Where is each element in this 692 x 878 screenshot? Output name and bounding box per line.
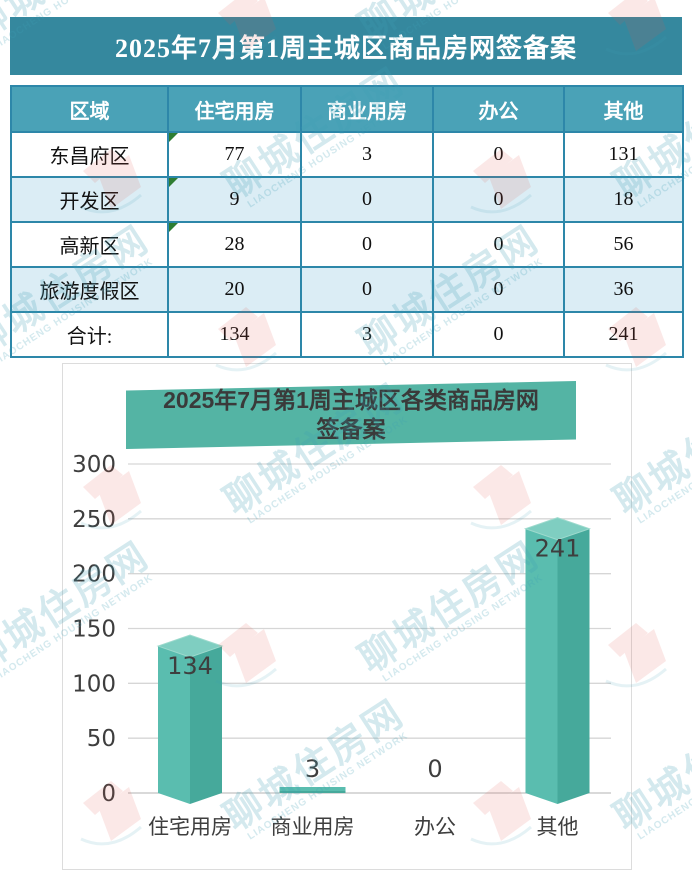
header-other: 其他 (563, 85, 684, 133)
value-cell: 3 (300, 131, 434, 178)
value-label: 3 (305, 755, 320, 783)
table-row: 东昌府区 77 3 0 131 (10, 131, 684, 178)
header-commercial: 商业用房 (300, 85, 434, 133)
region-cell: 高新区 (10, 221, 169, 268)
chart-title: 2025年7月第1周主城区各类商品房网签备案 (163, 387, 539, 442)
category-label: 办公 (414, 815, 456, 839)
category-label: 其他 (537, 815, 579, 839)
bar-right-face (190, 646, 222, 804)
region-cell: 旅游度假区 (10, 266, 169, 313)
category-label: 住宅用房 (148, 815, 232, 839)
value-cell: 0 (300, 266, 434, 313)
value-cell: 241 (563, 311, 684, 358)
bar-left-face (158, 646, 190, 804)
table-title: 2025年7月第1周主城区商品房网签备案 (10, 17, 682, 75)
value-cell: 0 (300, 176, 434, 223)
value-cell: 131 (563, 131, 684, 178)
value-cell: 3 (300, 311, 434, 358)
region-cell: 合计: (10, 311, 169, 358)
header-office: 办公 (432, 85, 565, 133)
y-tick-label: 200 (72, 562, 116, 588)
region-cell: 东昌府区 (10, 131, 169, 178)
chart-title-banner: 2025年7月第1周主城区各类商品房网签备案 (126, 381, 576, 449)
y-tick-label: 250 (72, 507, 116, 533)
y-tick-label: 0 (101, 781, 116, 807)
data-table: 区域 住宅用房 商业用房 办公 其他 东昌府区 77 3 0 131 开发区 9 (10, 85, 684, 358)
table-row: 旅游度假区 20 0 0 36 (10, 266, 684, 313)
value-cell: 0 (300, 221, 434, 268)
region-cell: 开发区 (10, 176, 169, 223)
green-flag-icon (169, 133, 178, 142)
value-cell: 18 (563, 176, 684, 223)
value-label: 0 (427, 755, 442, 783)
value-cell: 0 (432, 266, 565, 313)
table-row-total: 合计: 134 3 0 241 (10, 311, 684, 358)
value-cell: 28 (167, 221, 302, 268)
value-cell: 134 (167, 311, 302, 358)
value-cell: 9 (167, 176, 302, 223)
y-tick-label: 150 (72, 617, 116, 643)
value-cell: 77 (167, 131, 302, 178)
bar-top-face (156, 634, 224, 658)
bar-flat-shadow (279, 791, 346, 793)
value-label: 134 (167, 652, 213, 680)
y-tick-label: 100 (72, 671, 116, 697)
bar-chart: 0 50 100 150 200 250 300 134 住宅用房 3 商业用房 0 办公 241 其他 (72, 452, 611, 839)
value-cell: 20 (167, 266, 302, 313)
green-flag-icon (169, 223, 178, 232)
report-table-section: 2025年7月第1周主城区商品房网签备案 区域 住宅用房 商业用房 办公 其他 … (10, 17, 684, 358)
header-region: 区域 (10, 85, 169, 133)
value-cell: 56 (563, 221, 684, 268)
category-label: 商业用房 (271, 815, 355, 839)
table-header-row: 区域 住宅用房 商业用房 办公 其他 (10, 85, 684, 133)
value-cell: 0 (432, 221, 565, 268)
header-residential: 住宅用房 (167, 85, 302, 133)
bar-left-face (525, 528, 558, 804)
value-cell: 0 (432, 176, 565, 223)
value-cell: 36 (563, 266, 684, 313)
y-tick-label: 50 (87, 726, 116, 752)
bar-right-face (557, 528, 590, 804)
table-row: 高新区 28 0 0 56 (10, 221, 684, 268)
table-row: 开发区 9 0 0 18 (10, 176, 684, 223)
y-tick-label: 300 (72, 452, 116, 478)
green-flag-icon (169, 178, 178, 187)
bar-top-face (523, 517, 592, 541)
value-cell: 0 (432, 311, 565, 358)
value-cell: 0 (432, 131, 565, 178)
bar-flat (279, 787, 346, 791)
value-label: 241 (535, 535, 581, 563)
bar-chart-card: 2025年7月第1周主城区各类商品房网签备案 0 50 100 150 200 250 30… (62, 363, 632, 870)
